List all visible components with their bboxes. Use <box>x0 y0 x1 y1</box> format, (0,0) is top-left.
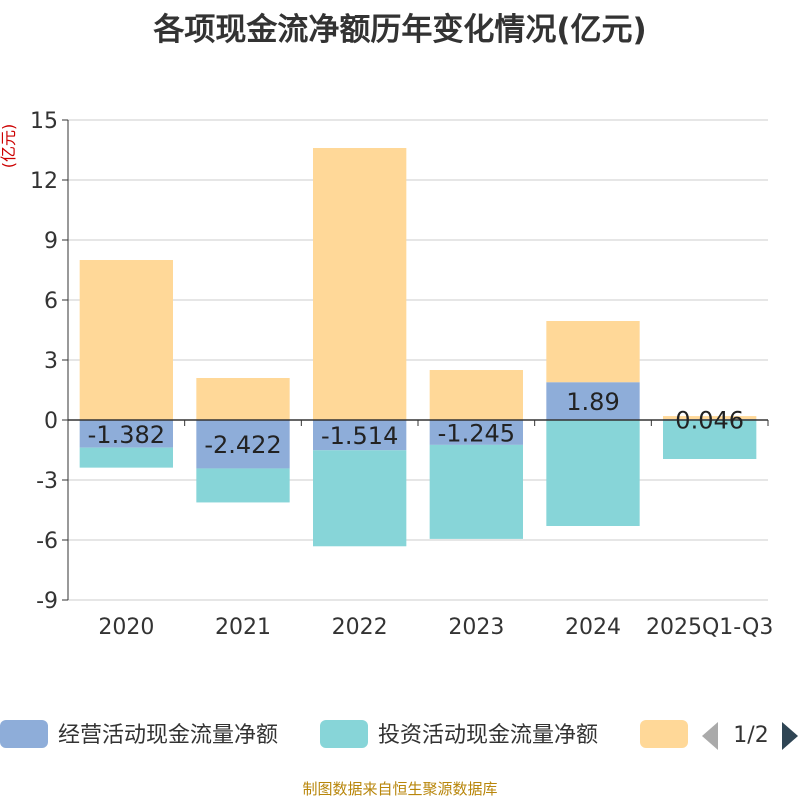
bar-2024[interactable] <box>546 382 640 420</box>
y-axis-label: (亿元) <box>0 124 18 169</box>
bar-2023[interactable] <box>429 444 523 539</box>
x-tick-label: 2020 <box>98 615 154 640</box>
bar-2024[interactable] <box>546 321 640 383</box>
x-tick-label: 2022 <box>332 615 388 640</box>
legend-swatch <box>320 720 368 748</box>
bar-2025q1-q3[interactable] <box>663 416 757 420</box>
data-label: -1.245 <box>438 419 515 447</box>
bar-2025q1-q3[interactable] <box>663 420 757 459</box>
y-tick-label: 0 <box>44 409 58 434</box>
data-label: 1.89 <box>566 388 619 416</box>
y-tick-label: 3 <box>44 349 58 374</box>
legend-swatch <box>640 720 688 748</box>
legend-prev-icon[interactable] <box>702 722 718 750</box>
bar-2022[interactable] <box>313 420 407 451</box>
legend-swatch <box>0 720 48 748</box>
data-source-note: 制图数据来自恒生聚源数据库 <box>302 780 498 798</box>
bar-2022[interactable] <box>313 450 407 547</box>
y-tick-label: -9 <box>36 589 58 614</box>
legend-item[interactable]: 经营活动现金流量净额 <box>0 720 278 748</box>
x-tick-label: 2025Q1-Q3 <box>646 615 773 640</box>
bar-2023[interactable] <box>429 420 523 445</box>
bar-2024[interactable] <box>546 420 640 526</box>
bar-2022[interactable] <box>313 148 407 420</box>
y-tick-label: 15 <box>30 109 58 134</box>
legend-label: 投资活动现金流量净额 <box>378 723 598 748</box>
legend-item[interactable] <box>640 720 688 748</box>
data-label: 0.046 <box>675 407 744 435</box>
bar-2020[interactable] <box>79 260 173 420</box>
data-label: -1.514 <box>321 422 398 450</box>
data-label: -1.382 <box>88 421 165 449</box>
x-tick-label: 2021 <box>215 615 271 640</box>
legend: 经营活动现金流量净额 投资活动现金流量净额 1/2 <box>0 720 798 750</box>
bar-2021[interactable] <box>196 420 290 469</box>
y-tick-label: 9 <box>44 229 58 254</box>
y-tick-label: 12 <box>30 169 58 194</box>
bar-2021[interactable] <box>196 378 290 420</box>
legend-label: 经营活动现金流量净额 <box>58 723 278 748</box>
bars <box>79 148 757 547</box>
y-tick-label: -3 <box>36 469 58 494</box>
bar-2021[interactable] <box>196 468 290 503</box>
bar-2020[interactable] <box>79 420 173 448</box>
data-label: -2.422 <box>204 431 281 459</box>
y-tick-label: 6 <box>44 289 58 314</box>
bar-2020[interactable] <box>79 447 173 468</box>
y-tick-label: -6 <box>36 529 58 554</box>
data-labels: -1.382 -2.422 -1.514 -1.245 1.89 0.046 <box>88 388 744 459</box>
legend-page-indicator: 1/2 <box>733 723 768 748</box>
x-tick-label: 2023 <box>448 615 504 640</box>
legend-item[interactable]: 投资活动现金流量净额 <box>320 720 598 748</box>
x-tick-label: 2024 <box>565 615 621 640</box>
bar-2023[interactable] <box>429 370 523 420</box>
axes: -9 -6 -3 0 3 6 9 12 15 (亿元) 2020 2021 2022 2023 2024 20… <box>0 109 773 640</box>
legend-next-icon[interactable] <box>782 722 798 750</box>
chart-title: 各项现金流净额历年变化情况(亿元) <box>153 12 647 48</box>
